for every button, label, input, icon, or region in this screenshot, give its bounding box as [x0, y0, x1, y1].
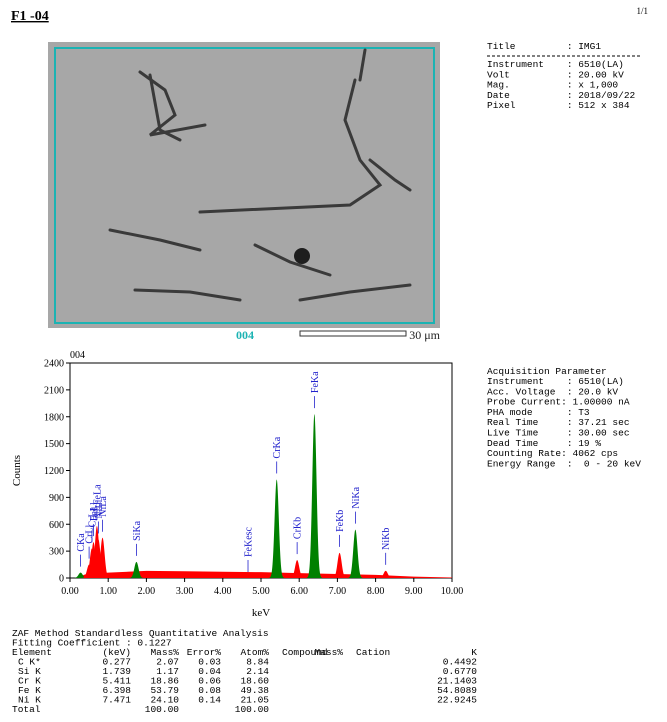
peak-label: NiKa: [351, 486, 362, 508]
x-axis-label: keV: [252, 607, 270, 619]
peak-label: SiKa: [132, 520, 143, 541]
peak-label: FeKa: [310, 371, 321, 393]
y-tick-label: 600: [49, 520, 64, 531]
x-tick-label: 5.00: [252, 586, 270, 597]
plot-frame: [70, 363, 452, 578]
y-tick-label: 1200: [44, 466, 64, 477]
zaf-header: Cation: [356, 647, 390, 658]
y-axis-label: Counts: [11, 455, 23, 486]
spectrum-chart: 004 Counts keV 0 300 600 900 1200 1500 1800 2100 24…: [11, 350, 463, 619]
info-block: Instrument : 6510(LA)Volt : 20.00 kVMag.…: [487, 59, 636, 111]
zaf-header: Mass%: [314, 647, 343, 658]
peak-label: CrKb: [293, 517, 304, 539]
x-tick-label: 1.00: [99, 586, 117, 597]
peak-label: CrKa: [272, 436, 283, 458]
peak: [347, 530, 364, 578]
peak-label: NiKb: [381, 528, 392, 550]
image-spot: [294, 248, 310, 264]
image-label: 004: [236, 328, 254, 342]
acquisition-line: Energy Range : 0 - 20 keV: [487, 458, 641, 469]
x-tick-label: 4.00: [214, 586, 232, 597]
page: F1 -04 1/1 004 30 μm Title : IMG1 Instru…: [0, 0, 667, 722]
report-title: F1 -04: [11, 9, 49, 24]
y-tick-label: 900: [49, 493, 64, 504]
y-tick-label: 300: [49, 547, 64, 558]
info-title: Title : IMG1: [487, 41, 601, 52]
zaf-table: ZAF Method Standardless Quantitative Ana…: [12, 628, 477, 715]
x-tick-label: 6.00: [290, 586, 308, 597]
x-tick-label: 10.00: [441, 586, 464, 597]
x-tick-label: 9.00: [405, 586, 423, 597]
y-tick-label: 2400: [44, 359, 64, 370]
scale-bar: [300, 331, 406, 336]
zaf-total: 100.00: [145, 704, 180, 715]
x-tick-label: 8.00: [367, 586, 385, 597]
peak: [306, 414, 323, 578]
peak-label: FeKesc: [244, 526, 255, 557]
peak: [268, 479, 285, 578]
y-tick-label: 1500: [44, 439, 64, 450]
y-tick-label: 1800: [44, 412, 64, 423]
sem-image: [48, 42, 440, 328]
x-tick-label: 0.00: [61, 586, 79, 597]
zaf-cell: 0.14: [198, 695, 221, 706]
y-tick-label: 0: [59, 574, 64, 585]
zaf-total: Total: [12, 704, 41, 715]
x-tick-label: 7.00: [329, 586, 347, 597]
x-tick-label: 2.00: [138, 586, 156, 597]
peak-label: FeKb: [335, 510, 346, 532]
scale-label: 30 μm: [409, 328, 440, 342]
chart-title: 004: [70, 350, 85, 361]
zaf-cell: 22.9245: [437, 695, 477, 706]
page-number: 1/1: [636, 6, 648, 16]
zaf-cell: 7.471: [102, 695, 131, 706]
zaf-total: 100.00: [235, 704, 270, 715]
x-tick-label: 3.00: [176, 586, 194, 597]
peak-label: NiLa: [98, 496, 109, 517]
info-line: Pixel : 512 x 384: [487, 100, 630, 111]
y-tick-label: 2100: [44, 385, 64, 396]
